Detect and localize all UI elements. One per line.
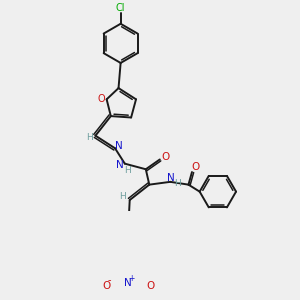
Text: +: + [129,274,135,283]
Text: N: N [124,278,132,288]
Text: -: - [108,275,111,285]
Text: O: O [103,281,111,291]
Text: H: H [86,133,93,142]
Text: Cl: Cl [116,3,125,14]
Text: H: H [124,166,131,175]
Text: O: O [147,281,155,291]
Text: N: N [167,172,175,183]
Text: H: H [174,179,181,188]
Text: O: O [161,152,169,162]
Text: N: N [116,160,124,170]
Text: O: O [191,162,200,172]
Text: H: H [119,192,126,201]
Text: N: N [115,141,123,151]
Text: O: O [98,94,106,104]
